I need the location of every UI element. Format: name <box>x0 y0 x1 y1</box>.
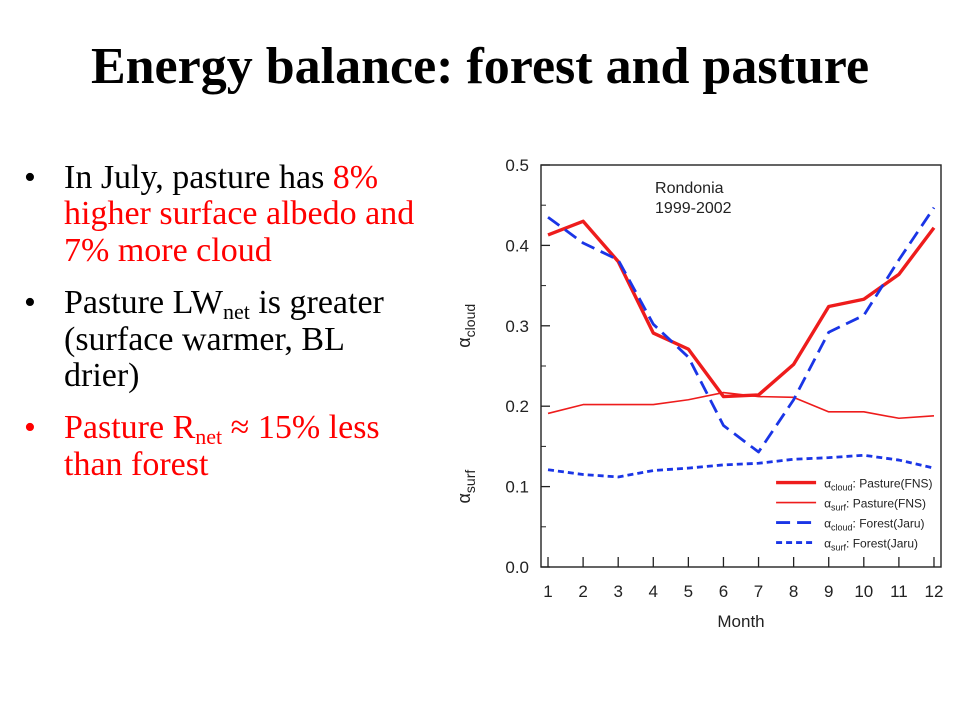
x-axis-label: Month <box>717 612 764 631</box>
bullet-item: • In July, pasture has 8% higher surface… <box>24 159 424 269</box>
x-tick-label: 9 <box>824 582 833 601</box>
series-line-1 <box>547 391 935 420</box>
legend-subscript: surf <box>831 543 847 553</box>
y-tick-label: 0.1 <box>505 478 529 497</box>
chart-annotation: Rondonia <box>655 180 724 197</box>
legend-symbol: α <box>824 537 831 551</box>
x-tick-label: 1 <box>543 582 552 601</box>
legend-symbol: α <box>824 497 831 511</box>
y-tick-label: 0.2 <box>505 397 529 416</box>
x-tick-label: 10 <box>854 582 873 601</box>
legend-series-name: : Pasture(FNS) <box>846 497 926 511</box>
legend-series-name: : Forest(Jaru) <box>853 517 925 531</box>
x-tick-label: 3 <box>613 582 622 601</box>
bullet-subscript: net <box>195 424 223 450</box>
y-axis-label-cloud-symbol: α <box>454 337 474 347</box>
y-axis-label-cloud-subscript: cloud <box>462 304 478 337</box>
y-axis-label-cloud-text: αcloud <box>454 304 478 348</box>
legend-subscript: surf <box>831 503 847 513</box>
y-axis-label-surf-text: αsurf <box>454 470 478 504</box>
slide-title: Energy balance: forest and pasture <box>90 38 870 95</box>
x-tick-label: 12 <box>925 582 944 601</box>
legend-label: αcloud: Forest(Jaru) <box>824 517 924 533</box>
x-tick-label: 7 <box>754 582 763 601</box>
chart-annotation: 1999-2002 <box>655 200 732 217</box>
y-axis-label-surf-subscript: surf <box>462 470 478 493</box>
y-axis-label-surf: αsurf <box>454 470 478 504</box>
bullet-dot-icon: • <box>24 159 36 196</box>
x-tick-label: 11 <box>890 582 908 601</box>
legend-symbol: α <box>824 517 831 531</box>
x-tick-label: 2 <box>578 582 587 601</box>
bullet-text: is greater (surface warmer, BL drier) <box>64 284 384 394</box>
bullet-dot-icon: • <box>24 409 36 447</box>
bullet-dot-icon: • <box>24 284 36 322</box>
bullet-text: In July, pasture has <box>64 159 333 196</box>
bullet-list: • In July, pasture has 8% higher surface… <box>24 159 424 499</box>
y-tick-label: 0.5 <box>505 156 529 175</box>
x-tick-label: 4 <box>649 582 658 601</box>
series-line-2 <box>547 206 936 454</box>
bullet-text: Pasture LW <box>64 284 223 322</box>
bullet-highlight: 8% higher surface albedo and 7% more clo… <box>64 159 415 269</box>
bullet-item: • Pasture LWnet is greater (surface warm… <box>24 284 424 394</box>
legend-label: αsurf: Pasture(FNS) <box>824 497 926 513</box>
albedo-chart: 0.00.10.20.30.40.51 2 3 4 5 6 7 8 9 10 11 12Monthαc… <box>454 156 944 631</box>
bullet-text: ≈ 15% less than forest <box>64 409 380 483</box>
y-tick-label: 0.0 <box>505 558 529 577</box>
legend-symbol: α <box>824 477 831 491</box>
y-axis-label-surf-symbol: α <box>454 493 474 503</box>
series-line-3 <box>547 453 935 479</box>
legend-label: αsurf: Forest(Jaru) <box>824 537 918 553</box>
legend-series-name: : Forest(Jaru) <box>846 537 918 551</box>
bullet-subscript: net <box>222 299 250 325</box>
legend-subscript: cloud <box>831 483 853 493</box>
bullet-text: Pasture R <box>64 409 196 447</box>
y-tick-label: 0.3 <box>505 317 529 336</box>
bullet-item: • Pasture Rnet ≈ 15% less than forest <box>24 409 424 483</box>
legend-label: αcloud: Pasture(FNS) <box>824 477 932 493</box>
series-line-0 <box>547 219 936 399</box>
legend-series-name: : Pasture(FNS) <box>853 477 933 491</box>
x-tick-label: 8 <box>789 582 798 601</box>
x-tick-label: 5 <box>684 582 693 601</box>
y-tick-label: 0.4 <box>505 236 529 255</box>
y-axis-label-cloud: αcloud <box>454 304 478 348</box>
legend-subscript: cloud <box>831 523 853 533</box>
x-tick-label: 6 <box>719 582 728 601</box>
